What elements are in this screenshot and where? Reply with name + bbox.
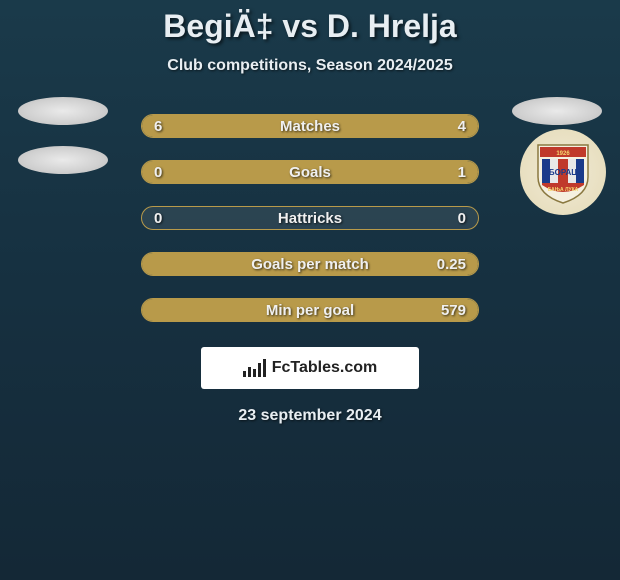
badge-text-bottom: БАЊА ЛУКА (548, 187, 579, 193)
stat-row-goals: 0 Goals 1 1926 БОРАЦ БАЊА ЛУКА (0, 149, 620, 195)
badge-text-top: БОРАЦ (549, 168, 577, 177)
brand-text: FcTables.com (272, 359, 378, 377)
stat-label: Goals per match (251, 256, 369, 273)
bar-chart-icon (243, 359, 266, 377)
stat-bar: 0 Goals 1 (141, 160, 479, 184)
subtitle: Club competitions, Season 2024/2025 (0, 57, 620, 75)
comparison-card: BegiÄ‡ vs D. Hrelja Club competitions, S… (0, 0, 620, 425)
stat-bar: Goals per match 0.25 (141, 252, 479, 276)
stat-bar: 0 Hattricks 0 (141, 206, 479, 230)
date-text: 23 september 2024 (0, 407, 620, 425)
stat-right-value: 0.25 (437, 256, 466, 273)
stat-label: Hattricks (278, 210, 342, 227)
stat-right-value: 579 (441, 302, 466, 319)
stat-left-value: 0 (154, 164, 162, 181)
stat-bar: 6 Matches 4 (141, 114, 479, 138)
player-right-avatar-placeholder (512, 97, 602, 125)
stat-left-value: 6 (154, 118, 162, 135)
stat-right-value: 1 (458, 164, 466, 181)
page-title: BegiÄ‡ vs D. Hrelja (0, 8, 620, 45)
badge-year: 1926 (556, 151, 570, 157)
stat-row-gpm: Goals per match 0.25 (0, 241, 620, 287)
player-left-avatar-placeholder (18, 97, 108, 125)
stat-label: Matches (280, 118, 340, 135)
fctables-brand[interactable]: FcTables.com (201, 347, 419, 389)
stat-label: Goals (289, 164, 331, 181)
stat-bar: Min per goal 579 (141, 298, 479, 322)
stat-row-hattricks: 0 Hattricks 0 (0, 195, 620, 241)
stat-right-value: 0 (458, 210, 466, 227)
stat-right-value: 4 (458, 118, 466, 135)
stat-label: Min per goal (266, 302, 354, 319)
player-left-avatar-placeholder-2 (18, 146, 108, 174)
stat-row-mpg: Min per goal 579 (0, 287, 620, 333)
stat-left-value: 0 (154, 210, 162, 227)
